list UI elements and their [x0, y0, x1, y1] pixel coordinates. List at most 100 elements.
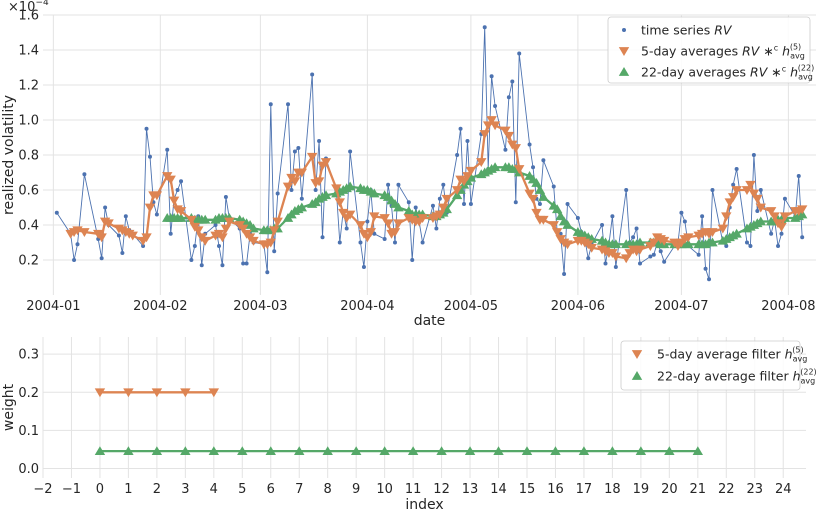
y-tick-label: 0.1 — [18, 424, 39, 439]
x-tick-label: 10 — [376, 482, 393, 497]
data-point-rv — [344, 226, 349, 231]
data-point-rv — [624, 188, 629, 192]
data-point-avg5 — [127, 231, 138, 241]
y-tick-label: 0.6 — [18, 184, 39, 199]
data-point-avg5 — [79, 228, 90, 237]
data-point-rv — [682, 219, 687, 224]
data-point-avg5 — [217, 233, 228, 243]
data-point-rv — [734, 167, 739, 171]
data-point-rv — [175, 188, 180, 192]
data-point-avg5 — [731, 186, 742, 195]
data-point-rv — [755, 209, 760, 213]
y-tick-label: 1.4 — [18, 44, 39, 59]
x-tick-label: 12 — [433, 482, 450, 497]
y-tick-label: 1.0 — [18, 114, 39, 129]
data-point-rv — [348, 149, 353, 154]
data-point-rv — [731, 182, 736, 187]
data-point-avg5 — [165, 175, 176, 185]
data-point-avg22 — [199, 214, 211, 224]
data-point-rv — [648, 254, 653, 259]
data-point-h22 — [493, 446, 504, 456]
data-point-rv — [710, 188, 715, 192]
data-point-rv — [537, 202, 542, 206]
data-point-avg5 — [721, 212, 732, 222]
data-point-avg5 — [320, 158, 332, 167]
data-point-rv — [420, 240, 425, 245]
data-point-avg5 — [434, 210, 446, 220]
data-point-avg5 — [379, 214, 390, 223]
data-point-rv — [769, 231, 774, 236]
data-point-avg22 — [707, 237, 718, 247]
data-point-avg5 — [724, 198, 735, 208]
data-point-avg5 — [224, 217, 235, 227]
x-tick-label: 13 — [462, 482, 479, 497]
data-point-avg22 — [551, 204, 563, 214]
y-tick-label: 0.2 — [18, 254, 39, 269]
data-point-rv — [147, 154, 152, 159]
data-point-avg5 — [168, 196, 180, 206]
data-point-rv — [782, 196, 787, 201]
x-tick-label: 15 — [519, 482, 536, 497]
data-point-h5 — [208, 388, 220, 398]
data-point-h5 — [123, 388, 134, 398]
data-point-avg5 — [248, 236, 259, 246]
data-point-rv — [613, 265, 618, 269]
data-point-rv — [337, 240, 342, 245]
y-axis-label: realized volatility — [1, 95, 17, 215]
data-point-rv — [75, 242, 80, 247]
data-point-rv — [144, 126, 149, 131]
data-point-rv — [292, 149, 297, 154]
x-tick-label: 22 — [718, 482, 735, 497]
data-point-rv — [317, 139, 322, 143]
data-point-avg22 — [534, 185, 546, 194]
data-point-avg22 — [320, 190, 332, 200]
data-point-h22 — [237, 446, 248, 456]
data-point-rv — [99, 256, 104, 261]
data-point-avg22 — [531, 178, 542, 187]
data-point-h22 — [208, 446, 220, 456]
data-point-avg22 — [683, 239, 694, 249]
data-point-avg5 — [741, 186, 753, 195]
data-point-rv — [154, 212, 159, 217]
data-point-rv — [541, 158, 546, 163]
x-tick-label: 2004-01 — [26, 299, 80, 314]
data-point-avg22 — [610, 239, 622, 249]
x-tick-label: 8 — [324, 482, 332, 497]
data-point-avg5 — [438, 203, 449, 213]
data-point-rv — [437, 196, 442, 201]
legend-box — [607, 16, 811, 84]
y-tick-label: 1.2 — [18, 79, 39, 94]
series-h22 — [94, 446, 704, 456]
data-point-h22 — [265, 446, 276, 456]
x-tick-label: 24 — [775, 482, 792, 497]
data-point-avg5 — [393, 219, 404, 229]
data-point-avg22 — [489, 162, 501, 172]
data-point-h5 — [94, 388, 106, 398]
data-point-avg5 — [503, 131, 515, 141]
data-point-rv — [751, 153, 756, 157]
data-point-rv — [517, 51, 522, 56]
legend-box — [620, 340, 801, 391]
data-point-avg5 — [796, 205, 808, 215]
data-point-rv — [220, 263, 225, 268]
data-point-rv — [634, 226, 639, 231]
data-point-avg5 — [334, 198, 345, 208]
legend-marker-h22 — [631, 371, 643, 380]
data-point-h22 — [350, 446, 362, 456]
data-point-h22 — [578, 446, 590, 456]
data-point-avg22 — [634, 237, 646, 247]
x-tick-label: 4 — [210, 482, 218, 497]
data-point-rv — [441, 182, 446, 187]
data-point-avg5 — [621, 254, 632, 264]
data-point-avg5 — [779, 212, 791, 222]
legend-marker-avg5 — [618, 47, 630, 56]
data-point-avg5 — [369, 212, 380, 222]
x-axis-label: date — [414, 313, 446, 329]
legend: time series RV 5-day averages RV ∗c havg(… — [607, 16, 814, 84]
data-point-h22 — [550, 446, 561, 456]
data-point-avg5 — [648, 238, 660, 248]
data-point-rv — [503, 147, 508, 152]
data-point-h22 — [151, 446, 163, 456]
data-point-rv — [320, 235, 325, 240]
data-point-rv — [310, 72, 315, 77]
